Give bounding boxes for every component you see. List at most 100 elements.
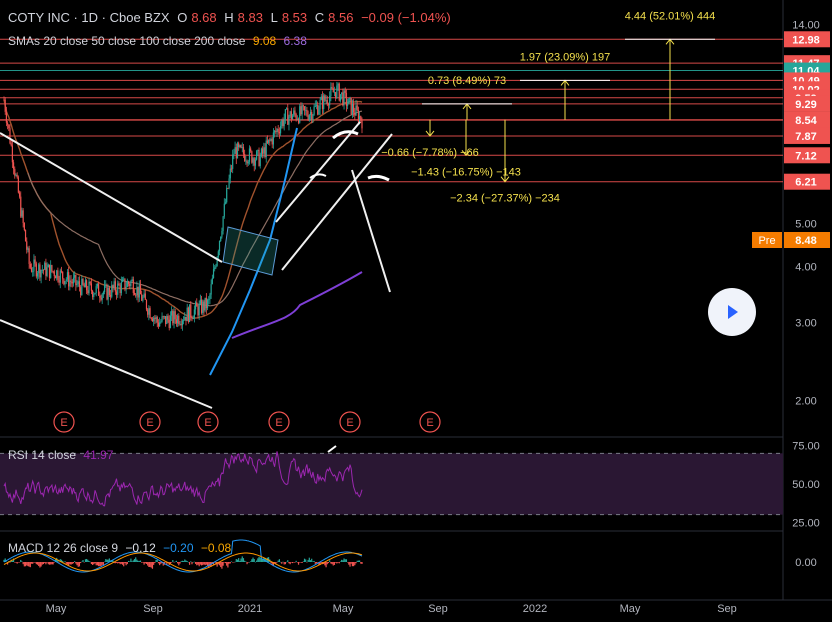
earnings-marker[interactable] — [139, 411, 161, 433]
macd-histogram-bar — [171, 562, 173, 563]
candle-body — [221, 231, 223, 237]
macd-histogram-bar — [153, 562, 155, 565]
trendline[interactable] — [0, 132, 223, 263]
macd-histogram-bar — [342, 560, 344, 562]
earnings-marker[interactable] — [339, 411, 361, 433]
candle-body — [88, 281, 90, 294]
candle-body — [105, 284, 107, 286]
candle-body — [185, 316, 187, 321]
candle-body — [34, 259, 36, 264]
macd-histogram-bar — [272, 562, 274, 567]
candle-body — [50, 265, 52, 278]
candle-body — [268, 139, 270, 143]
top-arc[interactable] — [332, 130, 359, 140]
candle-body — [106, 284, 108, 300]
candle-body — [175, 319, 178, 324]
rsi-legend[interactable]: RSI 14 close 41.97 — [8, 448, 117, 462]
trendline[interactable] — [351, 169, 391, 293]
projection-label[interactable]: 0.73 (8.49%) 73 — [428, 75, 506, 87]
price-level-badge[interactable] — [784, 127, 830, 144]
macd-histogram-bar — [217, 562, 219, 565]
candle-body — [200, 299, 203, 313]
candle-body — [265, 140, 267, 157]
candle-body — [318, 109, 320, 115]
time-axis[interactable]: May Sep 2021 May Sep 2022 May Sep — [46, 603, 737, 615]
macd-histogram-bar — [192, 561, 194, 563]
macd-legend[interactable]: MACD 12 26 close 9 −0.12 −0.20 −0.08 — [8, 541, 235, 555]
price-pane — [0, 0, 832, 601]
trendline[interactable] — [281, 133, 393, 271]
trendline[interactable] — [0, 319, 213, 409]
right-arc[interactable] — [367, 174, 390, 182]
macd-histogram-bar — [194, 562, 197, 564]
candle-body — [308, 115, 310, 120]
macd-histogram-bar — [223, 562, 225, 563]
earnings-marker[interactable] — [419, 411, 441, 433]
candle-body — [81, 278, 83, 295]
candle-body — [342, 92, 344, 106]
candle-body — [94, 293, 96, 295]
candle-body — [230, 168, 233, 170]
candle-body — [11, 145, 13, 163]
macd-histogram-bar — [233, 562, 235, 563]
rsi-mark[interactable] — [327, 445, 337, 453]
play-button[interactable] — [708, 288, 756, 336]
macd-histogram-bar — [57, 559, 59, 562]
candle-body — [355, 105, 357, 116]
low-label: L — [270, 10, 278, 25]
candle-body — [273, 130, 276, 133]
candle-body — [303, 106, 306, 111]
macd-histogram-bar — [103, 561, 106, 563]
macd-histogram-bar — [206, 562, 209, 566]
candle-body — [196, 302, 198, 307]
price-level-badge[interactable] — [784, 112, 830, 129]
trendline[interactable] — [275, 121, 361, 223]
candle-body — [171, 310, 173, 316]
macd-histogram-bar — [218, 562, 221, 566]
mid-arc[interactable] — [309, 173, 327, 179]
candle-body — [282, 120, 284, 127]
candle-body — [206, 299, 209, 309]
macd-histogram-bar — [145, 562, 148, 564]
flag-rectangle[interactable] — [222, 226, 279, 276]
projection-annotations[interactable]: 4.44 (52.01%) 444 1.97 (23.09%) 197 0.73 (… — [381, 10, 715, 204]
macd-histogram-bar — [172, 559, 174, 562]
candle-body — [148, 308, 150, 315]
price-level-badge[interactable] — [784, 95, 830, 112]
pre-market-badge[interactable] — [752, 232, 782, 248]
candle-body — [353, 103, 355, 113]
pre-market-price-badge[interactable] — [784, 232, 830, 248]
macd-histogram-bar — [144, 562, 146, 564]
price-level-badge[interactable] — [784, 173, 830, 190]
candle-body — [229, 168, 231, 179]
projection-label[interactable]: −1.43 (−16.75%) −143 — [411, 166, 521, 178]
macd-histogram-bar — [348, 562, 350, 565]
candle-body — [311, 112, 313, 121]
earnings-marker[interactable] — [53, 411, 75, 433]
macd-histogram-bar — [215, 562, 217, 565]
projection-label[interactable]: −0.66 (−7.78%) −66 — [381, 147, 479, 159]
earnings-marker[interactable] — [268, 411, 290, 433]
candle-body — [80, 287, 82, 295]
earnings-marker[interactable] — [197, 411, 219, 433]
macd-histogram-bar — [289, 562, 291, 565]
projection-label[interactable]: 1.97 (23.09%) 197 — [520, 51, 611, 63]
price-axis[interactable]: 12.9811.4711.0410.4910.029.599.298.568.5… — [752, 20, 830, 408]
macd-histogram-bar — [265, 558, 267, 562]
trendlines[interactable] — [0, 121, 393, 453]
candle-body — [124, 278, 126, 290]
projection-label[interactable]: −2.34 (−27.37%) −234 — [450, 193, 560, 205]
candle-body — [338, 83, 340, 101]
candle-body — [288, 116, 290, 125]
sma-legend[interactable]: SMAs 20 close 50 close 100 close 200 clo… — [8, 34, 311, 48]
projection-label[interactable]: 4.44 (52.01%) 444 — [625, 10, 716, 22]
candle-body — [264, 147, 266, 157]
symbol-title[interactable]: COTY INC · 1D · Cboe BZX — [8, 10, 170, 25]
macd-pane: 0.00 — [3, 539, 817, 573]
price-level-badge[interactable] — [784, 31, 830, 48]
price-level-badge[interactable] — [784, 147, 830, 164]
macd-histogram-bar — [180, 561, 182, 562]
candle-body — [186, 307, 188, 321]
